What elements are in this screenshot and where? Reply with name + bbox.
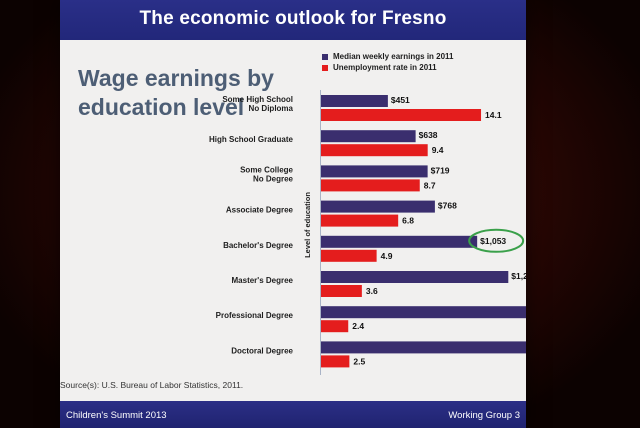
unemployment-bar <box>321 355 350 368</box>
earnings-bar <box>321 165 428 178</box>
chart: Level of education Some High School No Dip… <box>209 90 526 375</box>
earnings-bar <box>321 235 478 248</box>
legend-label-unemployment: Unemployment rate in 2011 <box>333 63 437 72</box>
earnings-value-label: $451 <box>391 95 410 105</box>
category-label: Some High School No Diploma <box>222 95 293 113</box>
chart-legend: Median weekly earnings in 2011 Unemploym… <box>322 51 454 73</box>
axis-title: Level of education <box>303 192 312 258</box>
unemployment-value-label: 3.6 <box>366 286 378 296</box>
footer-group-name: Working Group 3 <box>448 410 520 421</box>
legend-label-earnings: Median weekly earnings in 2011 <box>333 52 454 61</box>
legend-item-earnings: Median weekly earnings in 2011 <box>322 51 454 62</box>
unemployment-bar <box>321 249 377 262</box>
earnings-bar <box>321 306 526 319</box>
unemployment-value-label: 14.1 <box>485 110 502 120</box>
category-label: High School Graduate <box>209 135 294 144</box>
earnings-value-label: $768 <box>438 201 457 211</box>
unemployment-value-label: 4.9 <box>381 251 393 261</box>
earnings-bar <box>321 95 388 107</box>
unemployment-bar <box>321 109 482 121</box>
earnings-bar <box>321 200 435 213</box>
earnings-bar <box>321 271 509 283</box>
earnings-value-label: $1,263 <box>511 271 526 281</box>
earnings-value-label: $719 <box>431 165 450 175</box>
category-label: Associate Degree <box>226 206 294 215</box>
unemployment-bar <box>321 285 362 297</box>
unemployment-bar <box>321 214 399 227</box>
footer-event-name: Children's Summit 2013 <box>66 410 167 421</box>
category-label: Professional Degree <box>216 311 294 320</box>
legend-item-unemployment: Unemployment rate in 2011 <box>322 62 454 73</box>
unemployment-bar <box>321 144 428 157</box>
unemployment-value-label: 2.5 <box>353 356 365 366</box>
footer-banner: Children's Summit 2013 Working Group 3 <box>60 401 526 428</box>
unemployment-value-label: 2.4 <box>352 321 364 331</box>
presentation-slide: The economic outlook for Fresno Wage ear… <box>60 0 526 428</box>
category-label: Doctoral Degree <box>231 346 293 355</box>
category-label: Bachelor's Degree <box>223 241 293 250</box>
chart-heading: Wage earnings by education level <box>78 65 274 120</box>
title-banner: The economic outlook for Fresno <box>60 0 526 40</box>
unemployment-bar <box>321 320 349 333</box>
slide-title: The economic outlook for Fresno <box>139 8 447 29</box>
category-label: Master's Degree <box>232 276 294 285</box>
category-label: Some College No Degree <box>240 165 293 183</box>
highlight-circle <box>468 228 525 253</box>
earnings-value-label: $638 <box>419 130 438 140</box>
unemployment-bar <box>321 179 420 192</box>
legend-swatch-unemployment <box>322 64 328 71</box>
earnings-value-label: $1,053 <box>480 236 506 246</box>
earnings-bar <box>321 341 526 354</box>
unemployment-value-label: 8.7 <box>424 180 436 190</box>
unemployment-value-label: 6.8 <box>402 216 414 226</box>
unemployment-value-label: 9.4 <box>432 145 444 155</box>
source-note: Source(s): U.S. Bureau of Labor Statisti… <box>60 380 244 390</box>
legend-swatch-earnings <box>322 53 328 60</box>
earnings-bar <box>321 130 416 143</box>
